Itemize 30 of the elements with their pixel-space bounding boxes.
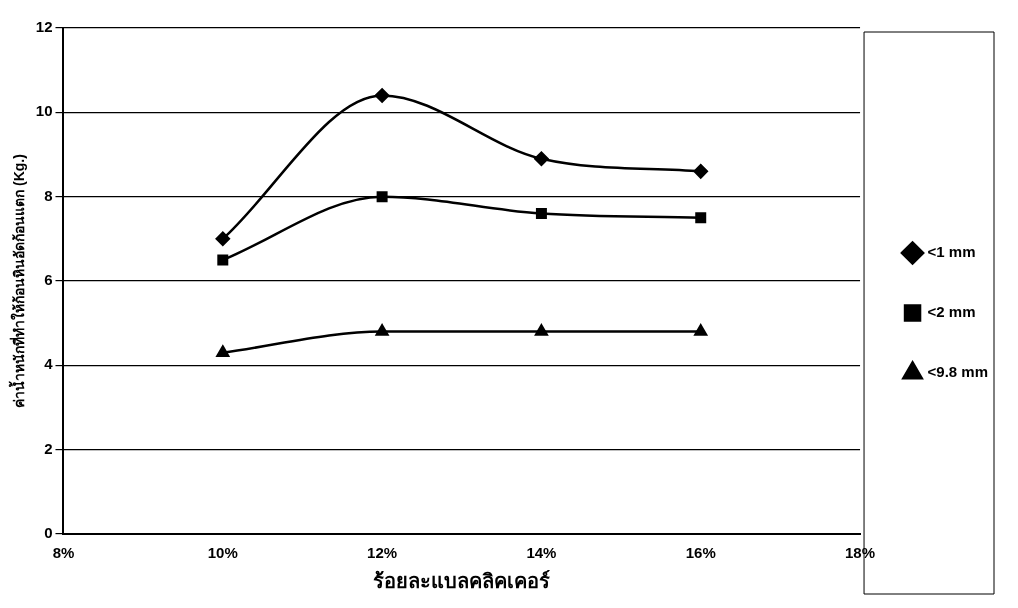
y-tick-label: 12 <box>35 18 53 36</box>
point <box>693 164 708 179</box>
x-tick-label: 10% <box>207 544 238 562</box>
y-tick-label: 0 <box>44 524 53 542</box>
point <box>694 324 708 336</box>
point <box>217 254 229 266</box>
point <box>375 324 389 336</box>
x-tick-label: 16% <box>685 544 716 562</box>
x-tick-label: 14% <box>526 544 557 562</box>
legend-label: <9.8 mm <box>927 363 989 381</box>
x-tick-label: 18% <box>845 544 876 562</box>
x-axis-title: ร้อยละแบลคลิคเคอร์ <box>373 569 551 592</box>
point <box>534 324 548 336</box>
point <box>534 151 549 166</box>
legend-label: <1 mm <box>927 243 976 261</box>
point <box>215 231 231 247</box>
point <box>535 208 547 220</box>
legend-label: <2 mm <box>927 303 976 321</box>
y-tick-label: 10 <box>35 102 53 120</box>
y-tick-label: 8 <box>44 186 53 204</box>
y-tick-label: 6 <box>44 271 53 289</box>
x-tick-label: 8% <box>52 544 75 562</box>
point <box>374 88 390 103</box>
y-axis-title: ค่าน้ำหนักที่ทำให้ก้อนหินอัดก้อนแตก (Kg.) <box>8 154 28 408</box>
point <box>695 212 707 224</box>
x-tick-label: 12% <box>367 544 398 562</box>
point <box>376 191 388 203</box>
y-tick-label: 2 <box>44 439 53 457</box>
y-tick-label: 4 <box>44 355 54 373</box>
point <box>216 345 230 357</box>
